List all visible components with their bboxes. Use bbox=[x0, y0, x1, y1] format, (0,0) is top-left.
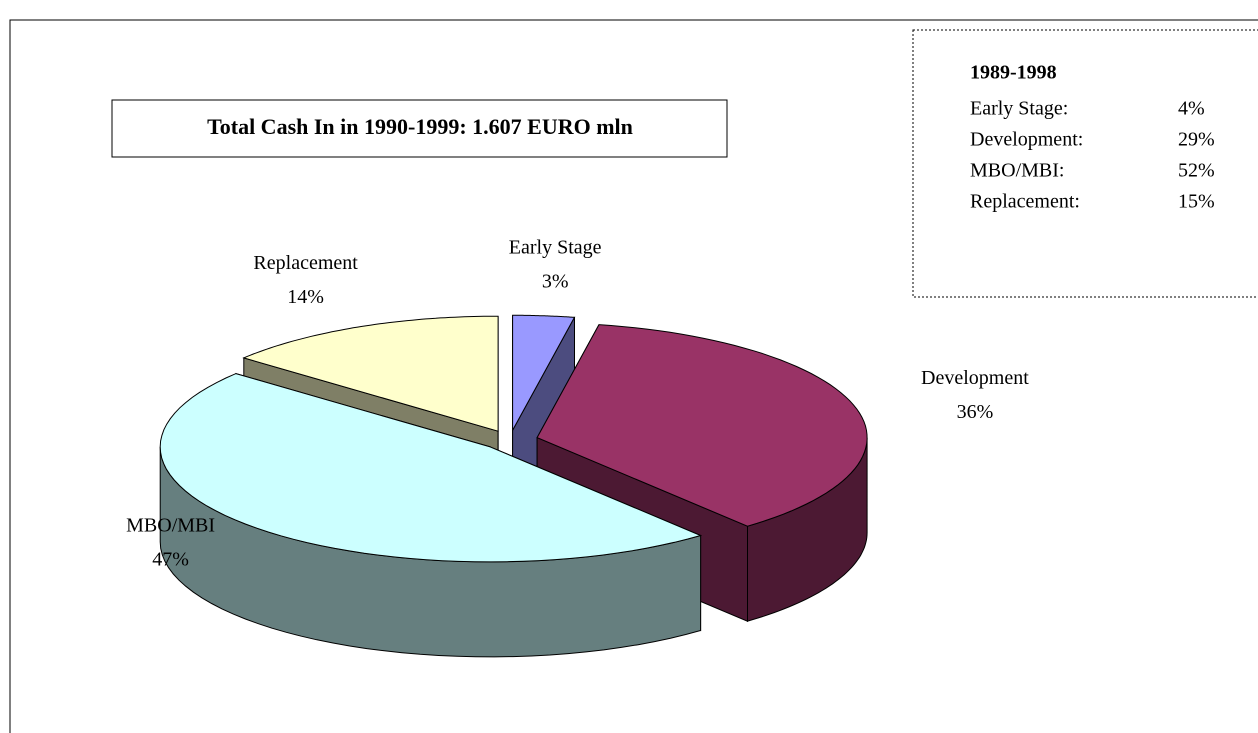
slice-value-label: 14% bbox=[287, 286, 324, 308]
comparison-title: 1989-1998 bbox=[970, 62, 1057, 84]
chart-frame bbox=[9, 19, 1258, 733]
slice bbox=[512, 314, 576, 431]
slice-label: MBO/MBI bbox=[126, 515, 215, 537]
comparison-value: 29% bbox=[1178, 129, 1215, 151]
comparison-value: 15% bbox=[1178, 191, 1215, 213]
slice-value-label: 3% bbox=[542, 270, 569, 292]
comparison-label: MBO/MBI: bbox=[970, 160, 1064, 182]
annotation-box bbox=[111, 99, 728, 158]
slice-label: Early Stage bbox=[509, 236, 602, 258]
annotation: Total Cash In in 1990-1999: 1.607 EURO m… bbox=[207, 114, 633, 139]
comparison-label: Early Stage: bbox=[970, 98, 1068, 120]
slice-value-label: 36% bbox=[957, 401, 994, 423]
slice-value-label: 47% bbox=[152, 549, 189, 571]
slice-label: Development bbox=[921, 367, 1029, 389]
slice bbox=[159, 373, 703, 563]
comparison-label: Replacement: bbox=[970, 191, 1080, 213]
comparison-box bbox=[912, 29, 1258, 298]
slice bbox=[242, 315, 499, 432]
slice bbox=[536, 324, 868, 527]
comparison-value: 52% bbox=[1178, 160, 1215, 182]
comparison-label: Development: bbox=[970, 129, 1083, 151]
comparison-value: 4% bbox=[1178, 98, 1205, 120]
slice-label: Replacement bbox=[253, 252, 358, 274]
